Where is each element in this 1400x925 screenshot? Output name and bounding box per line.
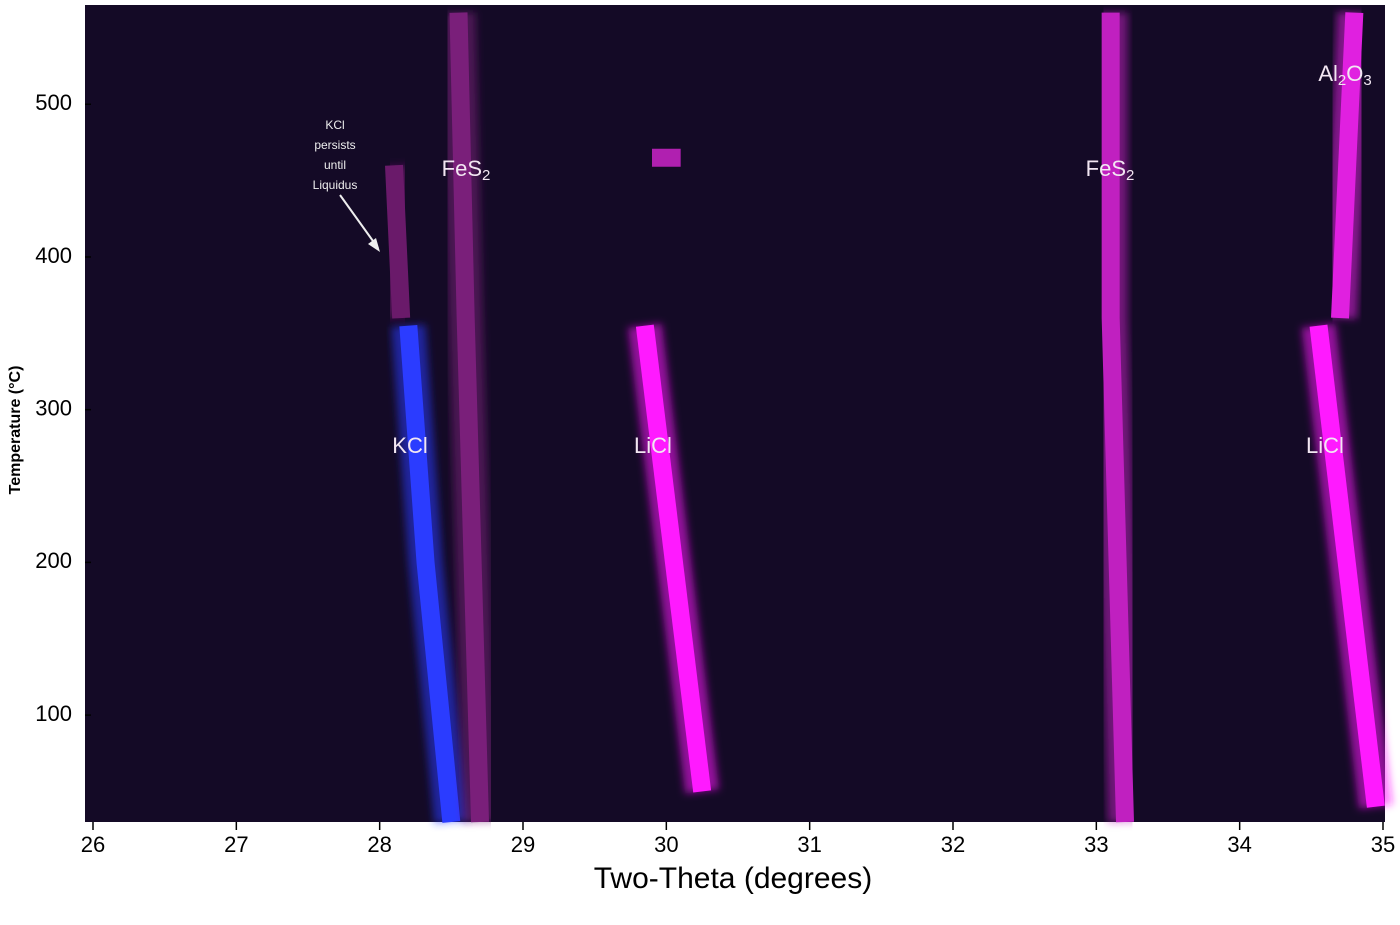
y-tick-label: 500 xyxy=(35,90,72,115)
label-part: O xyxy=(1346,61,1363,86)
trace xyxy=(635,324,712,793)
arrow-head xyxy=(368,238,380,252)
plot-area xyxy=(85,5,1385,822)
x-tick-label: 32 xyxy=(941,832,965,857)
label-part: LiCl xyxy=(1306,433,1344,458)
x-tick-label: 26 xyxy=(81,832,105,857)
x-tick-label: 29 xyxy=(511,832,535,857)
trace xyxy=(399,325,461,823)
x-axis-title: Two-Theta (degrees) xyxy=(594,862,872,895)
x-tick-label: 35 xyxy=(1371,832,1395,857)
x-tick-label: 27 xyxy=(224,832,248,857)
annotation-arrow xyxy=(339,194,379,249)
trace-label: LiCl xyxy=(634,433,672,458)
y-tick-label: 300 xyxy=(35,395,72,420)
trace xyxy=(1331,12,1364,319)
y-tick-label: 200 xyxy=(35,548,72,573)
label-part: KCl xyxy=(392,433,427,458)
trace-label: KCl xyxy=(392,433,427,458)
x-tick-label: 33 xyxy=(1084,832,1108,857)
annotation-line: until xyxy=(324,158,346,172)
annotation-line: KCl xyxy=(325,118,344,132)
y-tick-label: 400 xyxy=(35,243,72,268)
trace-label: LiCl xyxy=(1306,433,1344,458)
y-tick-label: 100 xyxy=(35,701,72,726)
trace-label: FeS2 xyxy=(442,156,491,184)
trace xyxy=(385,164,411,319)
label-part: 2 xyxy=(1338,72,1346,89)
trace-label: FeS2 xyxy=(1086,156,1135,184)
label-part: Al xyxy=(1318,61,1338,86)
x-tick-label: 31 xyxy=(797,832,821,857)
trace xyxy=(449,12,489,823)
label-part: 2 xyxy=(482,167,490,184)
trace xyxy=(1101,12,1134,823)
label-part: 2 xyxy=(1126,167,1134,184)
label-part: LiCl xyxy=(634,433,672,458)
label-part: FeS xyxy=(442,156,482,181)
label-part: 3 xyxy=(1363,72,1371,89)
annotation-line: Liquidus xyxy=(313,178,358,192)
y-axis-title: Temperature (°C) xyxy=(7,366,24,495)
annotation-line: persists xyxy=(314,138,355,152)
trace xyxy=(1309,324,1385,808)
x-tick-label: 30 xyxy=(654,832,678,857)
label-part: FeS xyxy=(1086,156,1126,181)
trace-label: Al2O3 xyxy=(1318,61,1371,89)
x-tick-label: 28 xyxy=(367,832,391,857)
x-tick-label: 34 xyxy=(1227,832,1251,857)
